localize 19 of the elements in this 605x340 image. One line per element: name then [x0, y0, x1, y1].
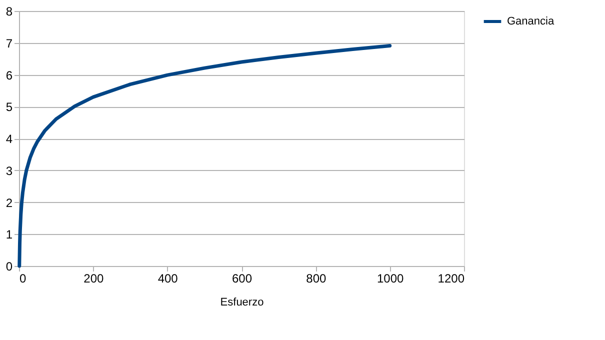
y-tick-label: 3 [6, 164, 13, 178]
y-tick-label: 1 [6, 228, 13, 242]
y-tick-label: 0 [6, 260, 13, 274]
x-tick-label: 600 [232, 272, 252, 286]
line-series [18, 44, 392, 268]
x-tick-label: 1200 [438, 272, 465, 286]
x-tick-label: 200 [84, 272, 104, 286]
y-tick-label: 5 [6, 100, 13, 114]
x-tick-label: 400 [158, 272, 178, 286]
x-tick-label: 0 [20, 272, 26, 286]
legend-label: Ganancia [507, 16, 555, 28]
y-tick-label: 4 [6, 132, 13, 146]
x-tick-label: 800 [306, 272, 326, 286]
y-tick-label: 8 [6, 4, 13, 18]
y-tick-label: 7 [6, 36, 13, 50]
y-tick-label: 6 [6, 68, 13, 82]
x-axis-title: Esfuerzo [220, 296, 264, 308]
y-tick-label: 2 [6, 196, 13, 210]
x-tick-label: 1000 [376, 272, 404, 286]
